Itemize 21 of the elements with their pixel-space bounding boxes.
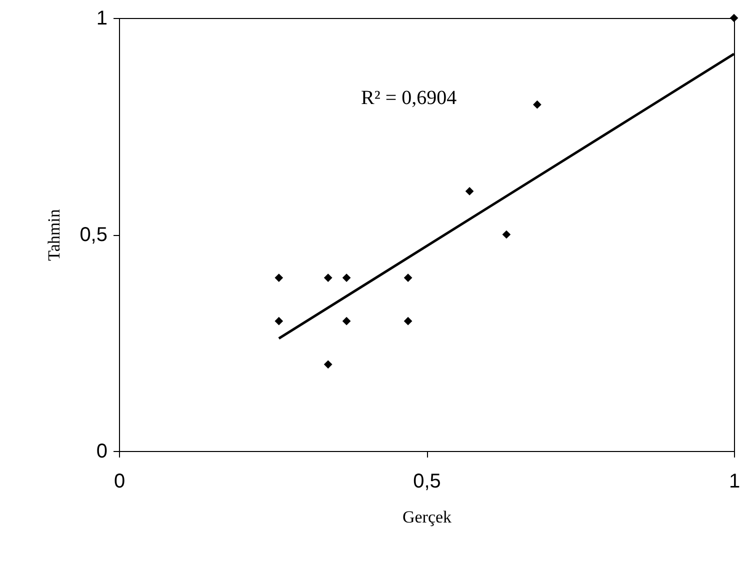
point bbox=[274, 274, 284, 282]
point bbox=[342, 274, 351, 282]
y-tick-label: 0 bbox=[96, 440, 108, 462]
point bbox=[404, 274, 412, 282]
y-axis-title: Tahmin bbox=[44, 208, 64, 261]
point bbox=[730, 14, 738, 22]
point bbox=[274, 316, 284, 326]
point bbox=[324, 360, 332, 369]
x-tick-label: 0,5 bbox=[413, 470, 441, 492]
point bbox=[324, 274, 332, 282]
point bbox=[502, 230, 511, 239]
x-axis-title: Gerçek bbox=[402, 508, 452, 526]
point bbox=[404, 316, 412, 326]
point bbox=[342, 316, 351, 326]
y-tick-label: 0,5 bbox=[80, 224, 108, 246]
x-tick-label: 0 bbox=[114, 470, 126, 492]
annotation: R² = 0,6904 bbox=[361, 87, 457, 109]
point bbox=[533, 100, 542, 109]
x-tick-label: 1 bbox=[728, 470, 740, 492]
y-tick-label: 1 bbox=[96, 8, 108, 30]
point bbox=[465, 187, 474, 196]
